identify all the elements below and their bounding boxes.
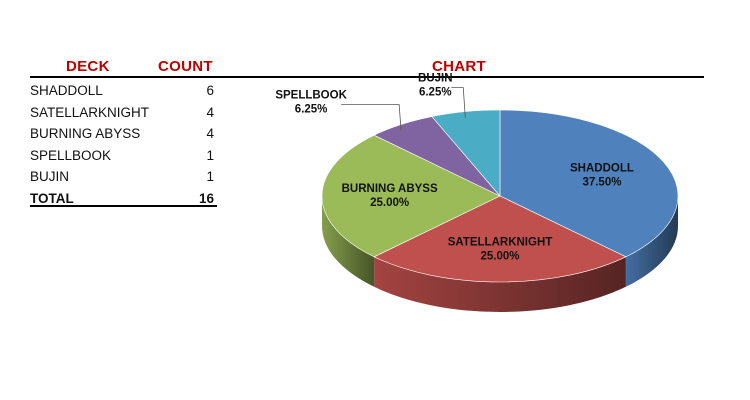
slice-label-percent: 6.25% <box>295 103 328 115</box>
deck-name-cell: SPELLBOOK <box>30 147 112 163</box>
deck-count-cell: 4 <box>206 104 214 120</box>
slice-label-percent: 6.25% <box>419 87 452 99</box>
chart-title: CHART <box>432 58 486 75</box>
deck-count-cell: 1 <box>206 169 214 185</box>
total-underline <box>30 205 217 207</box>
total-label-cell: TOTAL <box>30 190 74 206</box>
pie-slice-shaddoll <box>499 109 679 258</box>
deck-name-cell: SHADDOLL <box>30 83 103 99</box>
pie-side-shaddoll <box>625 196 678 287</box>
slice-label-name: SPELLBOOK <box>275 89 347 101</box>
deck-name-cell: BURNING ABYSS <box>30 126 141 142</box>
deck-count-cell: 6 <box>206 83 214 99</box>
table-row: SPELLBOOK 1 <box>30 145 217 167</box>
slice-label-name: BURNING ABYSS <box>342 183 438 195</box>
count-column-header: COUNT <box>158 58 213 75</box>
leader-line <box>451 87 466 118</box>
pie-slice-bujin <box>431 109 501 197</box>
deck-name-cell: BUJIN <box>30 169 70 185</box>
total-row: TOTAL 16 <box>30 188 217 210</box>
deck-count-cell: 4 <box>206 126 214 142</box>
slice-label-name: SHADDOLL <box>570 163 634 175</box>
slice-label-percent: 25.00% <box>480 250 519 262</box>
slice-label-percent: 37.50% <box>582 177 621 189</box>
pie-slice-satellarknight <box>373 195 627 283</box>
pie-side-satellarknight <box>374 256 626 312</box>
slice-label-name: SATELLARKNIGHT <box>448 236 553 248</box>
pie-side-burning-abyss <box>322 196 375 287</box>
leader-line <box>341 104 402 131</box>
table-row: BURNING ABYSS 4 <box>30 123 217 145</box>
header-underline <box>30 76 704 78</box>
slice-label-percent: 25.00% <box>370 197 409 209</box>
deck-count-cell: 1 <box>206 147 214 163</box>
table-row: SHADDOLL 6 <box>30 80 217 102</box>
pie-slice-burning-abyss <box>321 134 501 258</box>
table-row: SATELLARKNIGHT 4 <box>30 102 217 124</box>
table-row: BUJIN 1 <box>30 166 217 188</box>
deck-name-cell: SATELLARKNIGHT <box>30 104 150 120</box>
total-count-cell: 16 <box>198 190 214 206</box>
slice-label-name: BUJIN <box>418 73 453 85</box>
deck-count-table: SHADDOLL 6 SATELLARKNIGHT 4 BURNING ABYS… <box>30 80 217 209</box>
deck-column-header: DECK <box>66 58 110 75</box>
